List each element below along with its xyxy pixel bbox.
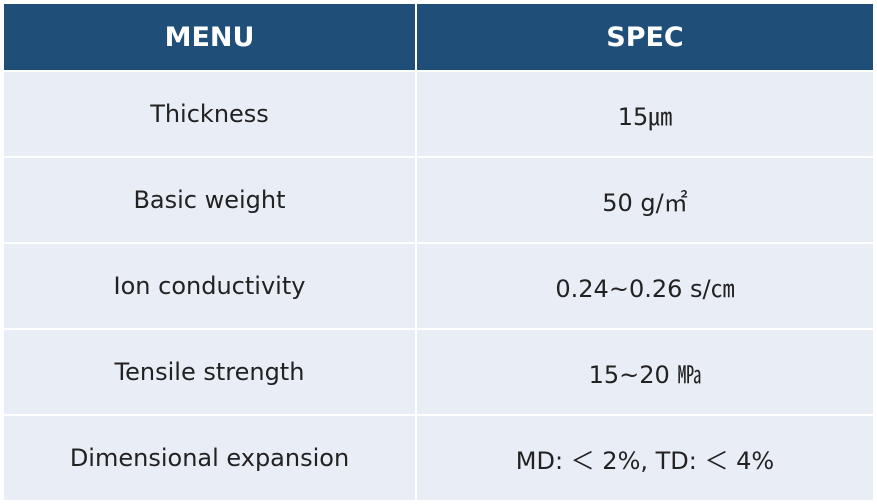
menu-cell: Thickness <box>2 70 417 158</box>
spec-cell: 0.24~0.26 s/㎝ <box>415 242 875 330</box>
menu-cell: Basic weight <box>2 156 417 244</box>
spec-cell: 50 g/㎡ <box>415 156 875 244</box>
spec-cell: 15~20 ㎫ <box>415 328 875 416</box>
table-row: Dimensional expansion MD: ＜ 2%, TD: ＜ 4% <box>2 414 875 502</box>
menu-cell: Dimensional expansion <box>2 414 417 502</box>
header-cell: SPEC <box>415 2 875 72</box>
menu-cell: Tensile strength <box>2 328 417 416</box>
table-row: Tensile strength 15~20 ㎫ <box>2 328 875 416</box>
table-body: Thickness 15㎛ Basic weight 50 g/㎡ Ion conduc… <box>2 70 875 502</box>
table-row: Thickness 15㎛ <box>2 70 875 158</box>
header-row: MENU SPEC <box>2 2 875 72</box>
table-row: Basic weight 50 g/㎡ <box>2 156 875 244</box>
menu-cell: Ion conductivity <box>2 242 417 330</box>
table-row: Ion conductivity 0.24~0.26 s/㎝ <box>2 242 875 330</box>
table-header: MENU SPEC <box>2 2 875 72</box>
spec-cell: 15㎛ <box>415 70 875 158</box>
spec-cell: MD: ＜ 2%, TD: ＜ 4% <box>415 414 875 502</box>
header-cell: MENU <box>2 2 417 72</box>
